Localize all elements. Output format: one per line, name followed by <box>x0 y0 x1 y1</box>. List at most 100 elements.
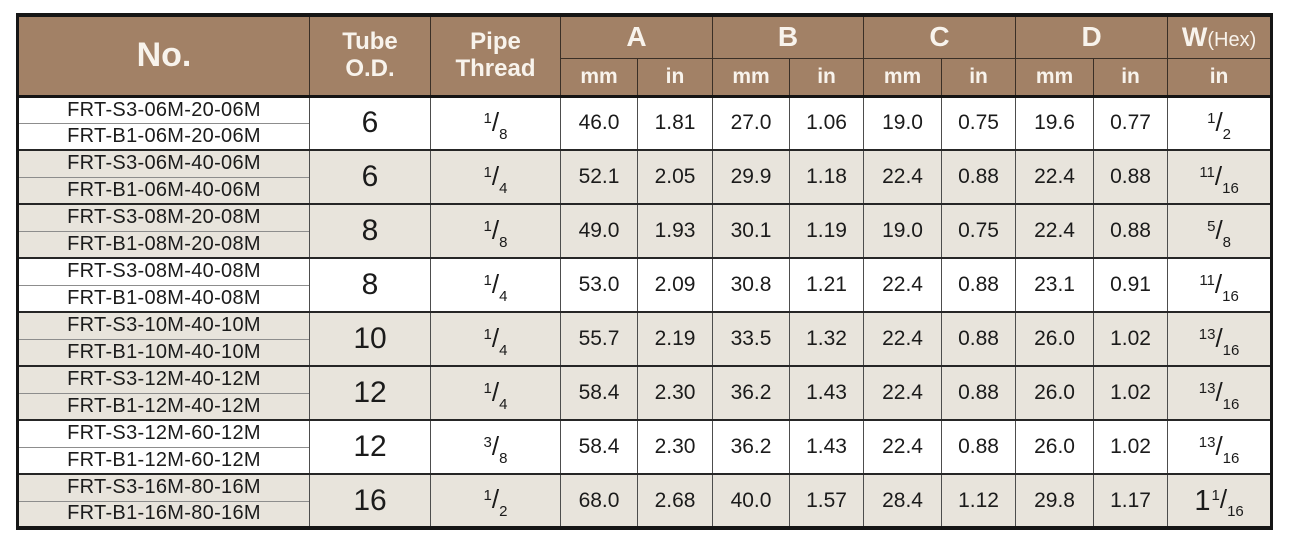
pipe-thread-line2: Thread <box>455 54 536 82</box>
fraction-whole: 1 <box>1194 485 1211 517</box>
w-hex-cell: 13/16 <box>1167 311 1273 366</box>
fraction-denominator: 4 <box>499 395 508 413</box>
d-mm-cell: 29.8 <box>1015 473 1095 528</box>
part-number-cell: FRT-S3-10M-40-10M <box>17 311 310 339</box>
tube-od-line1: Tube <box>342 27 398 55</box>
column-header-tube-od: Tube O.D. <box>309 14 431 98</box>
column-header-c: C <box>863 14 1017 59</box>
table-row: FRT-S3-08M-20-08M 8 1/8 49.0 1.93 30.1 1.19 19.… <box>17 203 1273 258</box>
table-header: No. Tube O.D. Pipe Thread A B C D W(Hex)… <box>17 14 1273 98</box>
fitting-dimensions-table: No. Tube O.D. Pipe Thread A B C D W(Hex)… <box>16 13 1274 530</box>
subheader-b-in: in <box>789 57 865 98</box>
w-hex-cell: 13/16 <box>1167 365 1273 420</box>
table-body: FRT-S3-06M-20-06M 6 1/8 46.0 1.81 27.0 1.06 19.… <box>17 95 1273 528</box>
part-number-cell: FRT-S3-08M-20-08M <box>17 203 310 231</box>
fraction-denominator: 4 <box>499 287 508 305</box>
a-mm-cell: 53.0 <box>560 257 638 312</box>
fraction-denominator: 2 <box>1222 125 1232 143</box>
c-in-cell: 0.88 <box>941 365 1017 420</box>
fraction-slash: / <box>491 106 500 137</box>
a-in-cell: 1.93 <box>636 203 714 258</box>
b-mm-cell: 29.9 <box>712 149 791 204</box>
fraction-numerator: 1 <box>483 379 492 397</box>
fraction-slash: / <box>1215 214 1223 245</box>
fraction-numerator: 1 <box>483 325 492 343</box>
table-row: FRT-S3-08M-40-08M 8 1/4 53.0 2.09 30.8 1.21 22.… <box>17 257 1273 312</box>
fraction-slash: / <box>1219 484 1228 514</box>
fraction-slash: / <box>491 160 500 191</box>
subheader-a-in: in <box>636 57 714 98</box>
fraction-numerator: 1 <box>483 163 492 181</box>
tube-od-cell: 16 <box>309 473 431 528</box>
c-mm-cell: 22.4 <box>863 419 943 474</box>
w-hex-cell: 11/16 <box>1167 257 1273 312</box>
d-mm-cell: 22.4 <box>1015 149 1095 204</box>
table-row: FRT-B1-10M-40-10M <box>17 338 1272 366</box>
fraction-slash: / <box>1215 430 1223 461</box>
part-number-cell: FRT-S3-12M-40-12M <box>17 365 310 393</box>
d-in-cell: 1.02 <box>1093 311 1169 366</box>
a-mm-cell: 68.0 <box>560 473 638 528</box>
fraction-slash: / <box>1215 106 1223 137</box>
subheader-c-in: in <box>941 57 1017 98</box>
a-in-cell: 2.30 <box>636 419 714 474</box>
d-in-cell: 1.02 <box>1093 365 1169 420</box>
subheader-d-mm: mm <box>1015 57 1095 98</box>
pipe-thread-cell: 1/4 <box>430 257 561 312</box>
table-row: FRT-S3-12M-40-12M 12 1/4 58.4 2.30 36.2 1.43 22… <box>17 365 1273 420</box>
pipe-thread-cell: 1/2 <box>430 473 561 528</box>
fraction-denominator: 16 <box>1222 287 1239 305</box>
fraction-numerator: 11 <box>1199 163 1215 181</box>
fraction-numerator: 1 <box>1211 487 1220 504</box>
tube-od-cell: 6 <box>309 149 431 204</box>
fraction-denominator: 16 <box>1222 179 1239 197</box>
d-mm-cell: 23.1 <box>1015 257 1095 312</box>
fraction-denominator: 4 <box>499 179 508 197</box>
a-in-cell: 2.68 <box>636 473 714 528</box>
d-mm-cell: 19.6 <box>1015 95 1095 150</box>
c-mm-cell: 28.4 <box>863 473 943 528</box>
c-mm-cell: 19.0 <box>863 95 943 150</box>
column-header-b: B <box>712 14 865 59</box>
b-mm-cell: 30.1 <box>712 203 791 258</box>
a-mm-cell: 55.7 <box>560 311 638 366</box>
w-hex-cell: 11/16 <box>1167 473 1273 528</box>
table-row: FRT-S3-10M-40-10M 10 1/4 55.7 2.19 33.5 1.32 22… <box>17 311 1273 366</box>
b-mm-cell: 33.5 <box>712 311 791 366</box>
pipe-thread-cell: 1/8 <box>430 95 561 150</box>
subheader-a-mm: mm <box>560 57 638 98</box>
part-number-cell: FRT-B1-08M-20-08M <box>17 230 310 258</box>
c-in-cell: 0.75 <box>941 203 1017 258</box>
subheader-w-in: in <box>1167 57 1273 98</box>
pipe-thread-line1: Pipe <box>470 27 521 55</box>
c-in-cell: 0.75 <box>941 95 1017 150</box>
b-in-cell: 1.43 <box>789 365 865 420</box>
fraction-denominator: 16 <box>1222 395 1240 413</box>
fraction-numerator: 1 <box>483 109 492 127</box>
b-in-cell: 1.21 <box>789 257 865 312</box>
part-number-cell: FRT-B1-06M-20-06M <box>17 122 310 150</box>
fraction-denominator: 8 <box>499 449 508 467</box>
tube-od-cell: 8 <box>309 203 431 258</box>
fraction-slash: / <box>491 484 500 514</box>
w-hex-suffix: (Hex) <box>1207 28 1257 51</box>
part-number-cell: FRT-B1-12M-60-12M <box>17 446 310 474</box>
fraction-numerator: 1 <box>483 271 492 289</box>
table-row: FRT-S3-06M-40-06M 6 1/4 52.1 2.05 29.9 1.18 22.… <box>17 149 1273 204</box>
column-header-w-hex: W(Hex) <box>1167 14 1273 59</box>
a-mm-cell: 46.0 <box>560 95 638 150</box>
d-mm-cell: 22.4 <box>1015 203 1095 258</box>
pipe-thread-cell: 1/8 <box>430 203 561 258</box>
fraction-numerator: 3 <box>483 433 492 451</box>
part-number-cell: FRT-B1-10M-40-10M <box>17 338 310 366</box>
d-mm-cell: 26.0 <box>1015 311 1095 366</box>
b-in-cell: 1.19 <box>789 203 865 258</box>
fraction-numerator: 1 <box>483 487 492 504</box>
b-mm-cell: 36.2 <box>712 365 791 420</box>
a-in-cell: 2.30 <box>636 365 714 420</box>
b-in-cell: 1.18 <box>789 149 865 204</box>
fraction-slash: / <box>1215 376 1223 407</box>
a-in-cell: 2.19 <box>636 311 714 366</box>
table-row: FRT-S3-06M-20-06M 6 1/8 46.0 1.81 27.0 1.06 19.… <box>17 95 1273 150</box>
b-mm-cell: 40.0 <box>712 473 791 528</box>
